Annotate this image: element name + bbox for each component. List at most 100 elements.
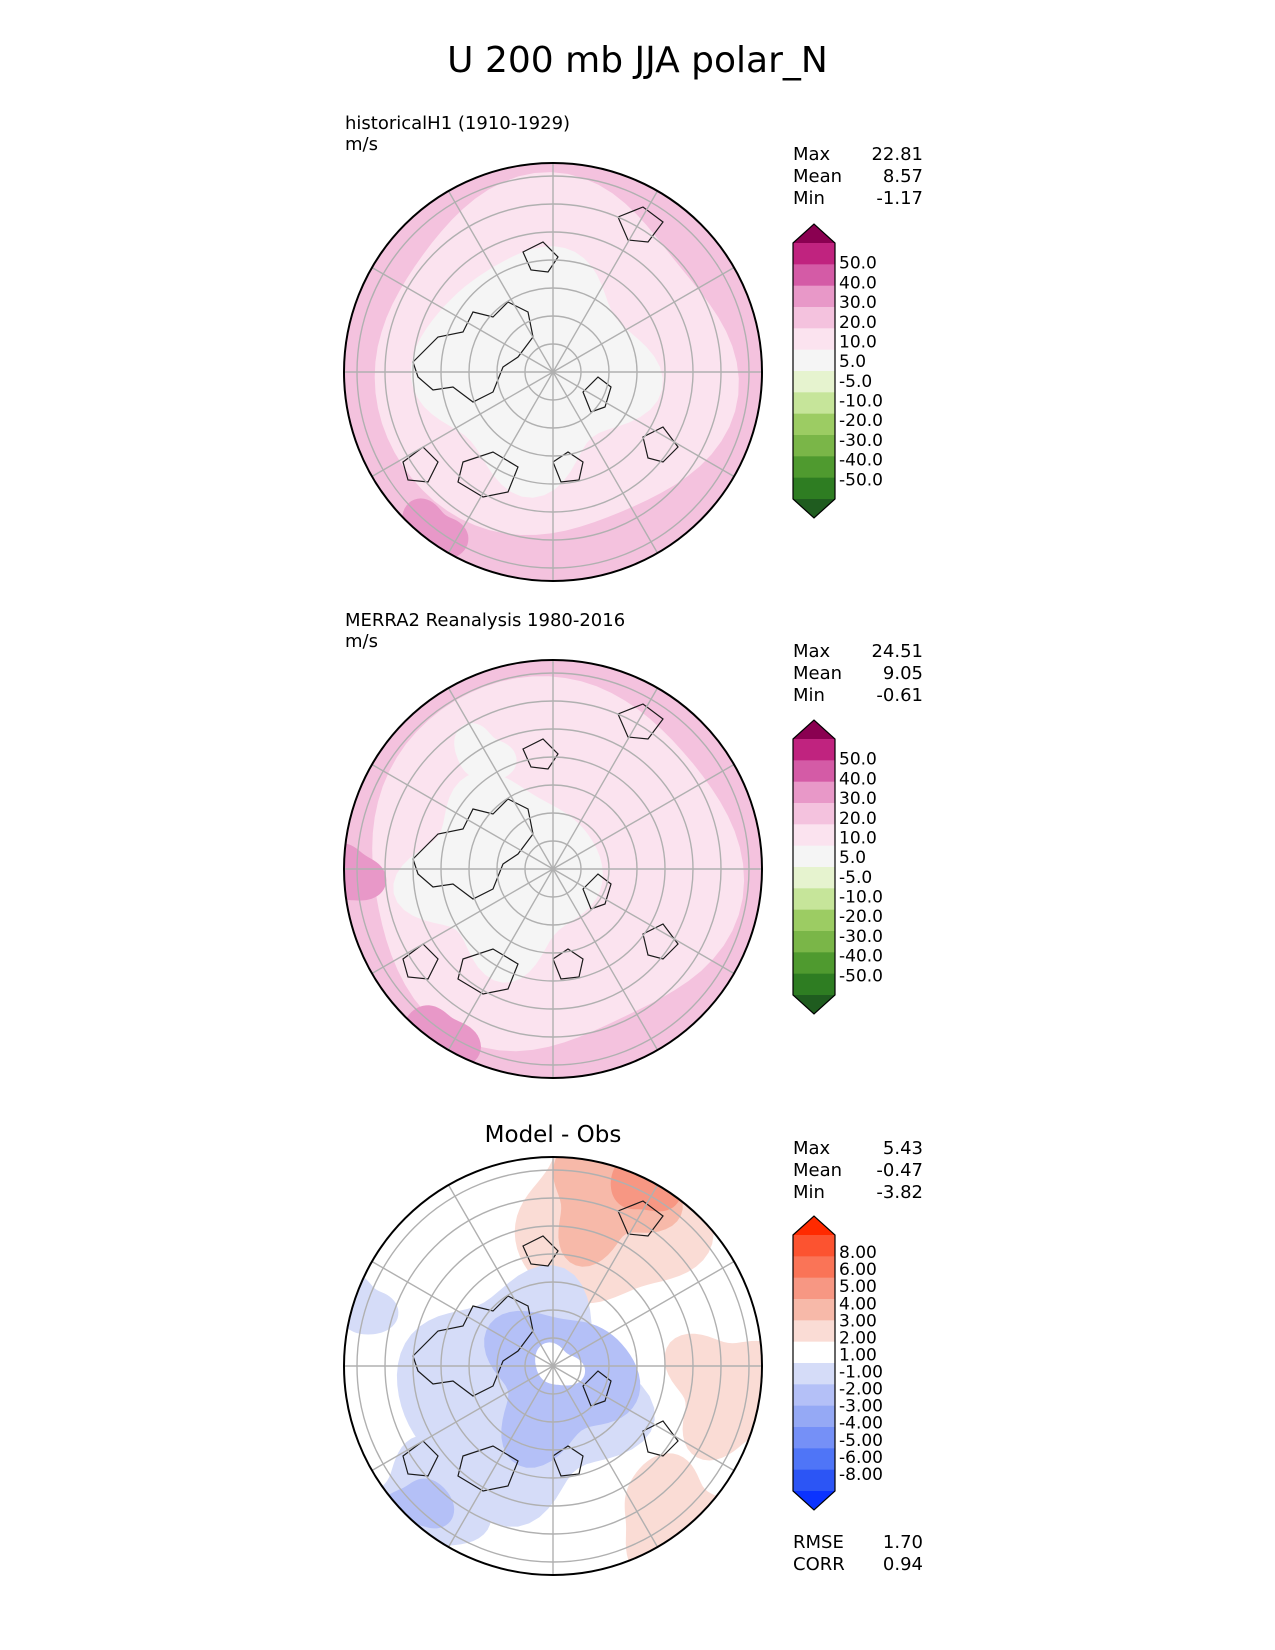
meridian-line [552,868,568,894]
meridian-line [576,1260,736,1353]
coastline [412,301,534,403]
meridian-line [370,266,530,359]
panel2-stats: Max 24.51 Mean 9.05 Min -0.61 [793,641,923,707]
colorbar-tick-label: 4.00 [839,1294,877,1314]
meridian-line [552,1365,568,1391]
colorbar-segment [793,307,835,329]
colorbar-extend-max [793,720,835,739]
stat-label: Min [793,188,825,209]
stat-value: 24.51 [871,641,923,662]
stat-value: 9.05 [882,663,923,684]
colorbar-segment [793,1384,835,1407]
coastline [617,1200,664,1237]
stat-value: -3.82 [876,1182,923,1203]
meridian-line [370,763,530,856]
panel3-metrics: RMSE 1.70 CORR 0.94 [793,1532,923,1576]
coastline [617,703,664,740]
colorbar-tick-label: 40.0 [839,769,877,789]
polar-map-diff [343,1156,763,1576]
meridian-line [528,371,554,387]
colorbar-tick-label: 30.0 [839,789,877,809]
colorbar-segment [793,1256,835,1279]
metric-value: 0.94 [882,1554,923,1575]
metric-label: RMSE [793,1532,844,1553]
graticule [344,163,762,581]
stat-label: Mean [793,1160,843,1181]
meridian-line [538,347,554,373]
panel1-stats: Max 22.81 Mean 8.57 Min -1.17 [793,144,923,210]
meridian-line [447,395,540,555]
colorbar-tick-label: 40.0 [839,273,877,293]
colorbar-tick-label: 8.00 [839,1243,877,1263]
meridian-line [576,882,736,975]
colorbar-tick-label: 5.0 [839,352,866,372]
colorbar-segment [793,781,835,804]
colorbar-tick-label: -2.00 [839,1380,883,1400]
colorbar-segment [793,477,835,500]
coastline [582,873,612,910]
meridian-line [552,347,568,373]
meridian-line [370,1260,530,1353]
colorbar-tick-label: -1.00 [839,1363,883,1383]
colorbar-segment [793,739,835,761]
colorbar-segment [793,909,835,932]
stat-label: Max [793,1138,831,1159]
colorbar-segment [793,264,835,287]
panel1-label: historicalH1 (1910-1929) [345,113,571,134]
colorbar-tick-label: -20.0 [839,411,883,431]
map-boundary [343,162,763,582]
meridian-line [538,371,554,397]
panel2-units: m/s [345,631,378,652]
colorbar-tick-label: -50.0 [839,966,883,986]
colorbar-outline [792,1215,836,1511]
coastline [642,1420,679,1457]
coastline [412,798,534,900]
colorbar-segment [793,1405,835,1428]
meridian-line [528,868,554,884]
colorbar-tick-label: 20.0 [839,809,877,829]
meridian-line [566,1389,659,1549]
stat-value: 22.81 [871,144,923,165]
graticule [344,660,762,1078]
colorbar-tick-label: 2.00 [839,1328,877,1348]
coastline [412,1295,534,1397]
meridian-line [370,1379,530,1472]
colorbar-outline [792,223,836,519]
stat-value: 5.43 [882,1138,923,1159]
meridian-line [447,686,540,846]
stat-value: -0.61 [876,685,923,706]
colorbar-tick-label: -4.00 [839,1414,883,1434]
meridian-line [552,868,578,884]
meridian-line [538,1365,554,1391]
colorbar-outline [792,719,836,1015]
colorbar-tick-label: -5.00 [839,1431,883,1451]
colorbar-segment [793,1341,835,1364]
meridian-line [576,1379,736,1472]
stat-value: -0.47 [876,1160,923,1181]
meridian-line [566,395,659,555]
coastline [642,426,679,463]
meridian-line [552,1341,568,1367]
coastline [582,376,612,413]
meridian-line [552,1351,578,1367]
colorbar-tick-label: -50.0 [839,470,883,490]
stat-label: Max [793,144,831,165]
colorbar-segment [793,1427,835,1449]
colorbar-segment [793,413,835,436]
colorbar-segment [793,392,835,415]
colorbar-tick-label: 20.0 [839,313,877,333]
colorbar-segment [793,888,835,911]
colorbar-segment [793,1277,835,1300]
colorbar-tick-label: -5.0 [839,372,872,392]
contour-region [344,843,387,901]
colorbar-segment [793,349,835,372]
colorbar-tick-label: 50.0 [839,750,877,770]
map-boundary [343,659,763,1079]
colorbar-segment [793,973,835,996]
meridian-line [566,1183,659,1343]
meridian-line [447,1389,540,1549]
meridian-line [552,371,568,397]
coastline [582,1370,612,1407]
meridian-line [552,854,578,870]
colorbar-tick-label: -5.0 [839,868,872,888]
